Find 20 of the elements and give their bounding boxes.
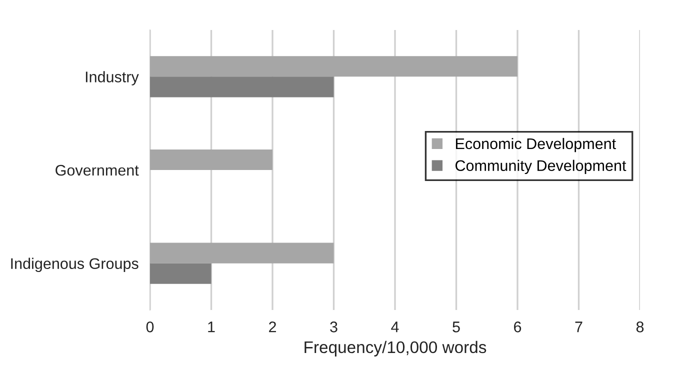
x-tick-label: 7 (575, 322, 582, 332)
bar (150, 149, 272, 170)
x-tick-label: 4 (391, 322, 399, 332)
y-tick-label: Industry (86, 71, 139, 86)
x-tick-label: 8 (636, 322, 644, 332)
bar (150, 56, 518, 77)
legend-label: Economic Development (456, 138, 616, 152)
bar (150, 76, 334, 98)
x-tick-label: 6 (514, 322, 522, 332)
y-tick-label: Government (56, 164, 139, 176)
x-tick-label: 2 (269, 322, 276, 332)
x-tick-label: 1 (208, 322, 215, 332)
bar (150, 242, 334, 264)
x-tick-label: 3 (330, 322, 338, 332)
y-tick-label: Indigenous Groups (11, 258, 138, 272)
legend-label: Community Development (456, 160, 626, 174)
x-tick-label: 5 (452, 322, 460, 332)
bar (150, 263, 212, 284)
x-tick-label: 0 (146, 322, 154, 332)
x-axis-title: Frequency/10,000 words (304, 340, 486, 356)
